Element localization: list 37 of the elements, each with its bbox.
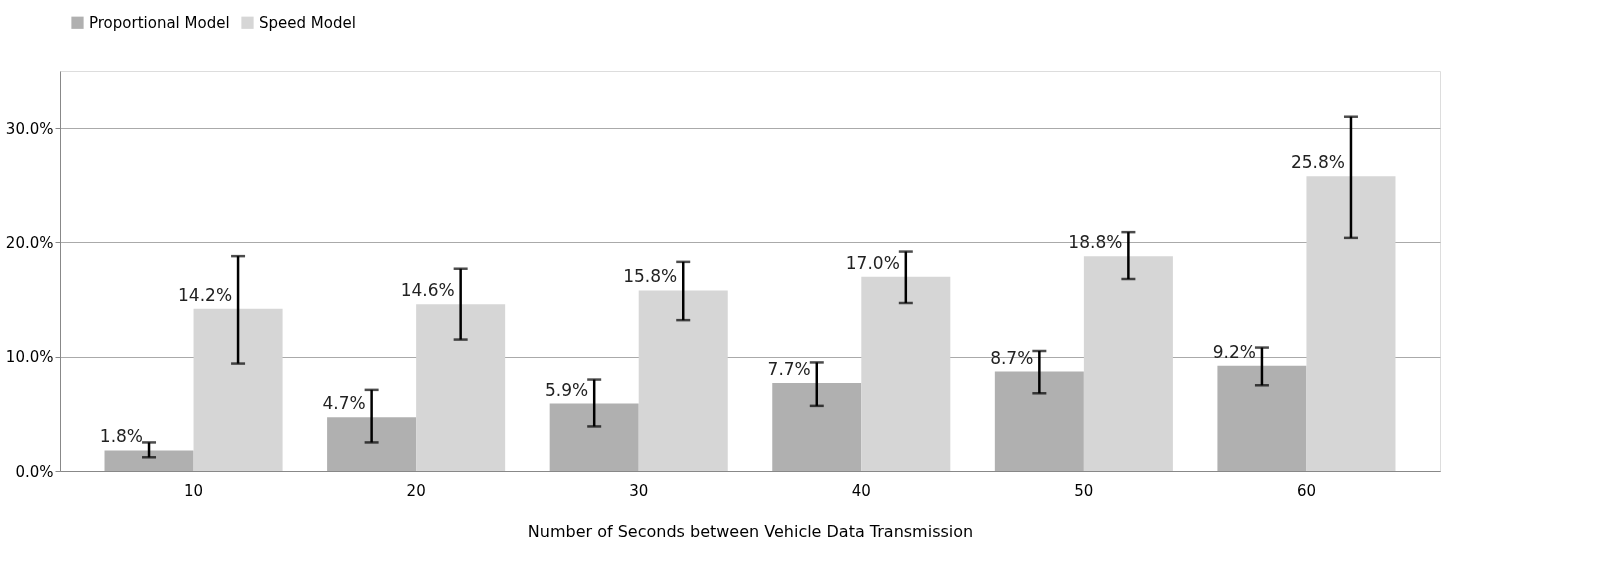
bar [861,276,951,471]
y-tick-label: 0.0% [15,462,54,481]
x-tick-label: 60 [1296,481,1316,500]
data-label: 25.8% [1290,152,1345,173]
y-tick-label: 30.0% [5,119,54,138]
data-label: 4.7% [322,393,366,414]
bar [638,290,728,471]
data-label: 5.9% [544,379,589,400]
data-label: 9.2% [1212,341,1256,362]
bar [772,383,862,471]
bar [416,304,506,471]
data-label: 18.8% [1068,232,1123,253]
bar [549,403,639,471]
x-tick-label: 40 [851,481,871,500]
bar [193,308,283,471]
x-tick-label: 30 [629,481,649,500]
x-tick-label: 50 [1074,481,1094,500]
data-label: 15.8% [623,266,678,287]
bar [1306,176,1396,471]
data-label: 8.7% [990,347,1034,368]
data-label: 1.8% [99,426,144,447]
x-tick-label: 20 [406,481,426,500]
y-tick-label: 20.0% [5,233,54,252]
bar [994,371,1084,471]
data-label: 14.2% [178,284,233,305]
x-axis-title: Number of Seconds between Vehicle Data Transmission [527,521,974,541]
x-tick-label: 10 [184,481,204,500]
legend-label: Speed Model [259,13,356,32]
bar [1217,365,1307,471]
bar [104,450,194,471]
y-tick-label: 10.0% [5,348,54,367]
bar [1083,256,1173,471]
legend-label: Proportional Model [89,13,230,32]
data-label: 7.7% [767,359,811,379]
bar [327,417,417,471]
data-label: 17.0% [845,252,900,273]
data-label: 14.6% [400,280,455,301]
